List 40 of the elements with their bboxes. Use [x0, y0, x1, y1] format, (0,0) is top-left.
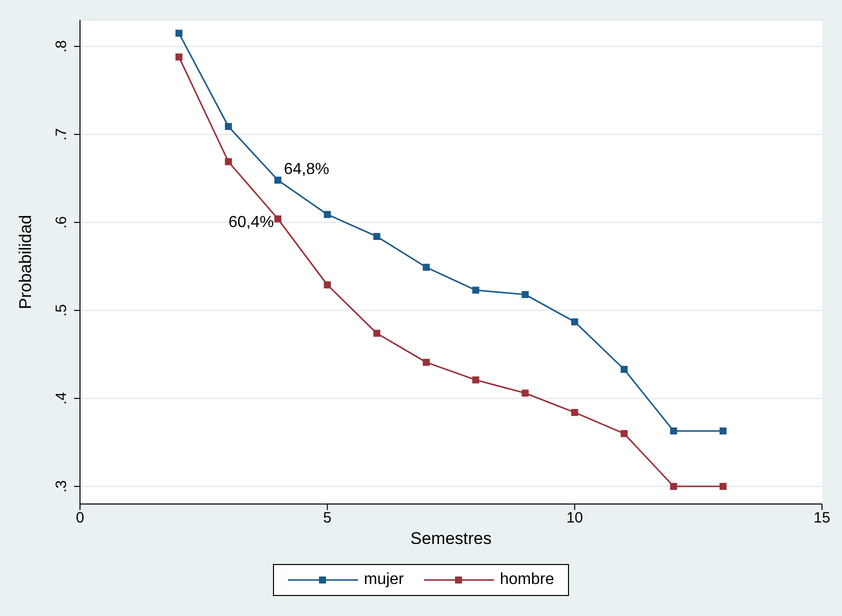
x-tick-label: 5 [323, 510, 332, 527]
point [472, 286, 480, 294]
point [274, 215, 282, 222]
y-axis-title: Probabilidad [16, 214, 36, 310]
point [670, 427, 678, 434]
point [670, 482, 678, 490]
annotation: 60,4% [228, 214, 274, 231]
point [422, 264, 430, 271]
point [224, 158, 232, 166]
y-tick-label: .4 [53, 392, 70, 405]
y-tick-label: .3 [53, 480, 70, 493]
point [373, 330, 380, 337]
annotation: 64,8% [284, 161, 330, 178]
point [324, 281, 331, 288]
y-tick-label: .7 [53, 128, 70, 141]
point [620, 430, 628, 438]
point [224, 122, 232, 130]
point [571, 408, 578, 416]
point [522, 291, 529, 298]
x-axis-title: Semestres [410, 529, 492, 548]
legend-label: hombre [500, 571, 554, 589]
point [720, 482, 727, 490]
point [324, 210, 331, 218]
x-tick-label: 10 [566, 510, 584, 527]
x-tick-label: 15 [814, 510, 830, 527]
point [571, 318, 578, 326]
point [175, 53, 182, 60]
point [175, 30, 182, 37]
x-tick-label: 0 [76, 510, 84, 527]
point [373, 232, 380, 240]
point [522, 390, 529, 397]
y-tick-label: .6 [53, 216, 70, 229]
y-tick-label: .5 [53, 304, 70, 317]
y-tick-label: .8 [53, 40, 70, 53]
point [274, 176, 282, 184]
point [472, 376, 480, 384]
legend-label: mujer [364, 571, 404, 589]
point [720, 427, 727, 434]
point [422, 358, 430, 366]
point [620, 366, 628, 373]
